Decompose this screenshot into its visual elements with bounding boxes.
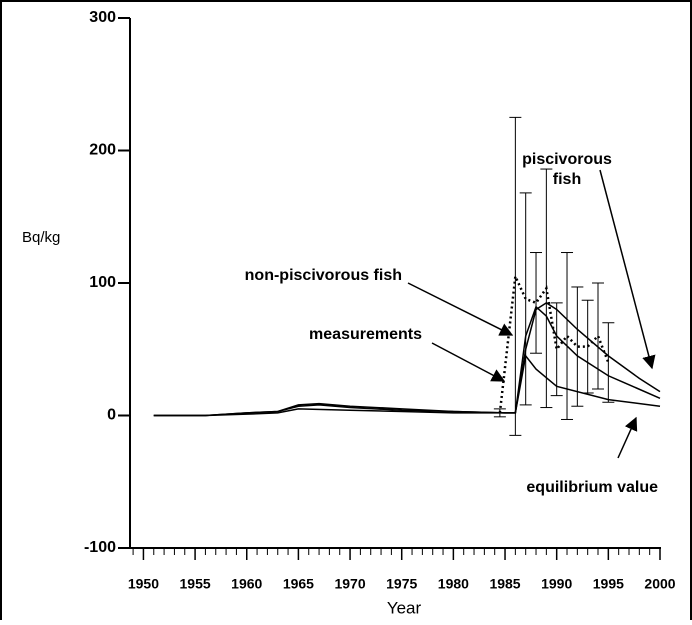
y-axis-label: Bq/kg (22, 229, 60, 246)
series-line (153, 354, 661, 417)
x-tick-label: 1960 (231, 576, 262, 592)
x-tick-label: 1980 (438, 576, 469, 592)
series-line (153, 305, 661, 417)
error-bar (602, 322, 615, 403)
error-bar (561, 252, 574, 420)
annotation: piscivorous (522, 151, 612, 168)
error-bar (509, 116, 522, 436)
error-bar (540, 168, 553, 409)
annotation: fish (553, 171, 581, 188)
x-axis-label: Year (387, 598, 422, 617)
error-bar (550, 302, 563, 397)
y-tick-label: 200 (89, 142, 116, 159)
x-tick-label: 1970 (334, 576, 365, 592)
arrow (599, 169, 656, 370)
x-tick-label: 1990 (541, 576, 572, 592)
x-tick-label: 1955 (180, 576, 211, 592)
error-bar (530, 252, 543, 354)
y-tick-label: 300 (89, 9, 116, 26)
error-bar (571, 286, 584, 407)
x-tick-label: 1975 (386, 576, 417, 592)
x-tick-label: 1995 (593, 576, 624, 592)
error-bar (592, 282, 605, 390)
error-bar (581, 299, 594, 394)
annotation: measurements (309, 326, 422, 343)
series-line (498, 271, 610, 413)
error-bar (493, 408, 506, 418)
x-tick-label: 1950 (128, 576, 159, 592)
arrow (431, 342, 506, 382)
x-tick-label: 2000 (644, 576, 675, 592)
series-line (153, 301, 661, 417)
annotation: equilibrium value (526, 479, 658, 496)
y-tick-label: -100 (84, 539, 116, 556)
x-tick-label: 1985 (489, 576, 520, 592)
error-bar (519, 192, 532, 406)
y-tick-label: 0 (107, 407, 116, 424)
arrow (407, 282, 514, 336)
arrow (617, 416, 638, 459)
x-tick-label: 1965 (283, 576, 314, 592)
y-tick-label: 100 (89, 274, 116, 291)
annotation: non-piscivorous fish (245, 267, 402, 284)
